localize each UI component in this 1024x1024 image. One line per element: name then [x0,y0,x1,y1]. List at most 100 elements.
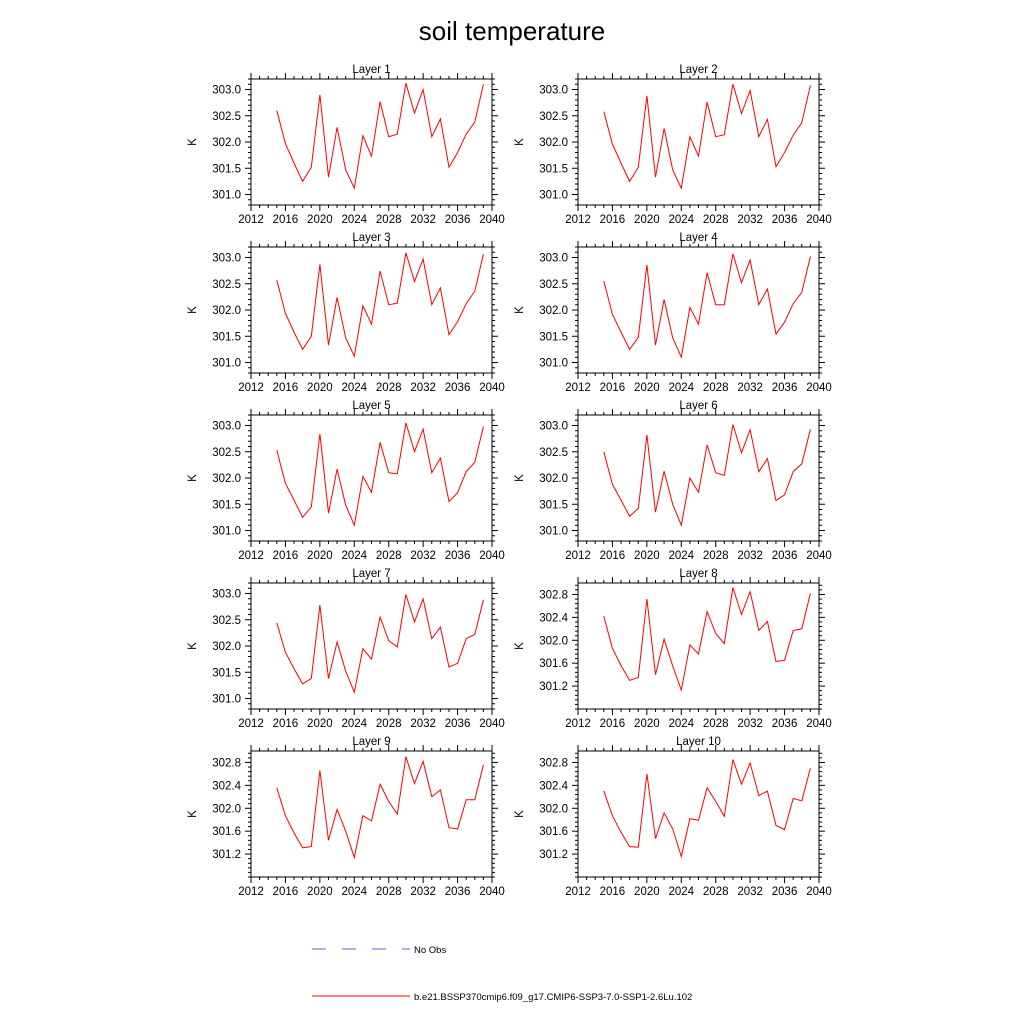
y-tick-label: 301.2 [212,849,241,861]
x-tick-label: 2028 [703,718,729,730]
y-tick-label: 302.5 [539,111,568,123]
plot-frame [250,582,493,710]
y-tick-label: 301.0 [212,526,241,538]
y-axis-label: K [514,306,526,314]
series-line [603,253,811,359]
x-tick-label: 2028 [376,214,402,226]
legend-no-obs-label: No Obs [414,945,446,956]
x-tick-label: 2036 [445,886,471,898]
plot-frame [250,414,493,542]
y-tick-label: 302.5 [212,111,241,123]
panel-title: Layer 10 [676,736,721,748]
x-tick-label: 2024 [668,886,694,898]
plot-frame [577,246,820,374]
x-tick-label: 2012 [238,214,264,226]
x-tick-label: 2036 [772,550,798,562]
plot-frame [250,246,493,374]
legend-run-label: b.e21.BSSP370cmip6.f09_g17.CMIP6-SSP3-7.… [414,992,692,1003]
y-tick-label: 301.6 [539,658,568,670]
series-line [276,252,484,358]
x-tick-label: 2020 [307,886,333,898]
x-tick-label: 2036 [772,382,798,394]
y-tick-label: 302.5 [539,447,568,459]
y-axis-label: K [187,642,199,650]
panel-title: Layer 9 [352,736,390,748]
y-tick-label: 301.2 [539,681,568,693]
x-tick-label: 2012 [565,886,591,898]
x-tick-label: 2040 [479,886,505,898]
y-tick-label: 302.0 [212,641,241,653]
series-line [603,424,811,527]
x-tick-label: 2040 [806,550,832,562]
y-tick-label: 302.8 [539,757,568,769]
series-line [276,594,484,694]
y-tick-label: 302.0 [212,137,241,149]
series-line [603,84,811,190]
x-tick-label: 2032 [737,382,763,394]
x-tick-label: 2024 [341,718,367,730]
x-tick-label: 2020 [307,718,333,730]
panel-layer-2: Layer 2 K 2012 2016 2020 2024 2028 2032 2036 2040… [514,64,832,226]
y-tick-label: 302.0 [539,635,568,647]
panel-layer-9: Layer 9 K 2012 2016 2020 2024 2028 2032 2036 2040… [187,736,505,898]
x-tick-label: 2032 [737,214,763,226]
x-tick-label: 2012 [565,550,591,562]
x-tick-label: 2032 [410,718,436,730]
y-tick-label: 301.5 [539,163,568,175]
y-axis-label: K [514,810,526,818]
x-tick-label: 2032 [737,886,763,898]
x-tick-label: 2020 [307,382,333,394]
y-tick-label: 301.6 [539,826,568,838]
y-tick-label: 302.0 [212,473,241,485]
series-line [603,587,811,693]
x-tick-label: 2016 [600,550,626,562]
panel-title: Layer 7 [352,568,390,580]
figure-title: soil temperature [419,16,605,46]
x-tick-label: 2040 [479,718,505,730]
panel-layer-3: Layer 3 K 2012 2016 2020 2024 2028 2032 2036 2040… [187,232,505,394]
x-tick-label: 2012 [238,382,264,394]
x-tick-label: 2024 [668,214,694,226]
y-tick-label: 303.0 [539,253,568,265]
x-tick-label: 2016 [273,214,299,226]
series-line [276,83,484,190]
x-tick-label: 2020 [307,214,333,226]
y-tick-label: 303.0 [212,85,241,97]
x-tick-label: 2028 [376,550,402,562]
panel-title: Layer 6 [679,400,717,412]
x-tick-label: 2036 [445,214,471,226]
series-line [276,422,484,527]
y-tick-label: 301.0 [212,190,241,202]
y-tick-label: 301.0 [539,358,568,370]
y-tick-label: 301.5 [212,331,241,343]
x-tick-label: 2036 [445,718,471,730]
panel-title: Layer 4 [679,232,718,244]
series-line [603,759,811,859]
y-tick-label: 301.5 [539,499,568,511]
y-axis-label: K [187,810,199,818]
y-tick-label: 302.5 [212,615,241,627]
panel-layer-5: Layer 5 K 2012 2016 2020 2024 2028 2032 2036 2040… [187,400,505,562]
x-tick-label: 2020 [307,550,333,562]
panel-layer-1: Layer 1 K 2012 2016 2020 2024 2028 2032 2036 2040… [187,64,505,226]
y-tick-label: 303.0 [212,421,241,433]
y-axis-label: K [514,474,526,482]
x-tick-label: 2028 [703,214,729,226]
y-tick-label: 303.0 [539,421,568,433]
x-tick-label: 2016 [600,382,626,394]
x-tick-label: 2024 [341,886,367,898]
y-tick-label: 301.5 [212,163,241,175]
y-tick-label: 302.8 [212,757,241,769]
x-tick-label: 2024 [668,718,694,730]
plot-frame [577,750,820,878]
y-tick-label: 302.8 [539,589,568,601]
y-tick-label: 303.0 [212,589,241,601]
y-tick-label: 302.5 [212,279,241,291]
y-tick-label: 303.0 [539,85,568,97]
y-axis-label: K [514,642,526,650]
x-tick-label: 2032 [737,718,763,730]
x-tick-label: 2020 [634,886,660,898]
x-tick-label: 2012 [238,718,264,730]
y-axis-label: K [187,138,199,146]
y-tick-label: 301.0 [539,526,568,538]
